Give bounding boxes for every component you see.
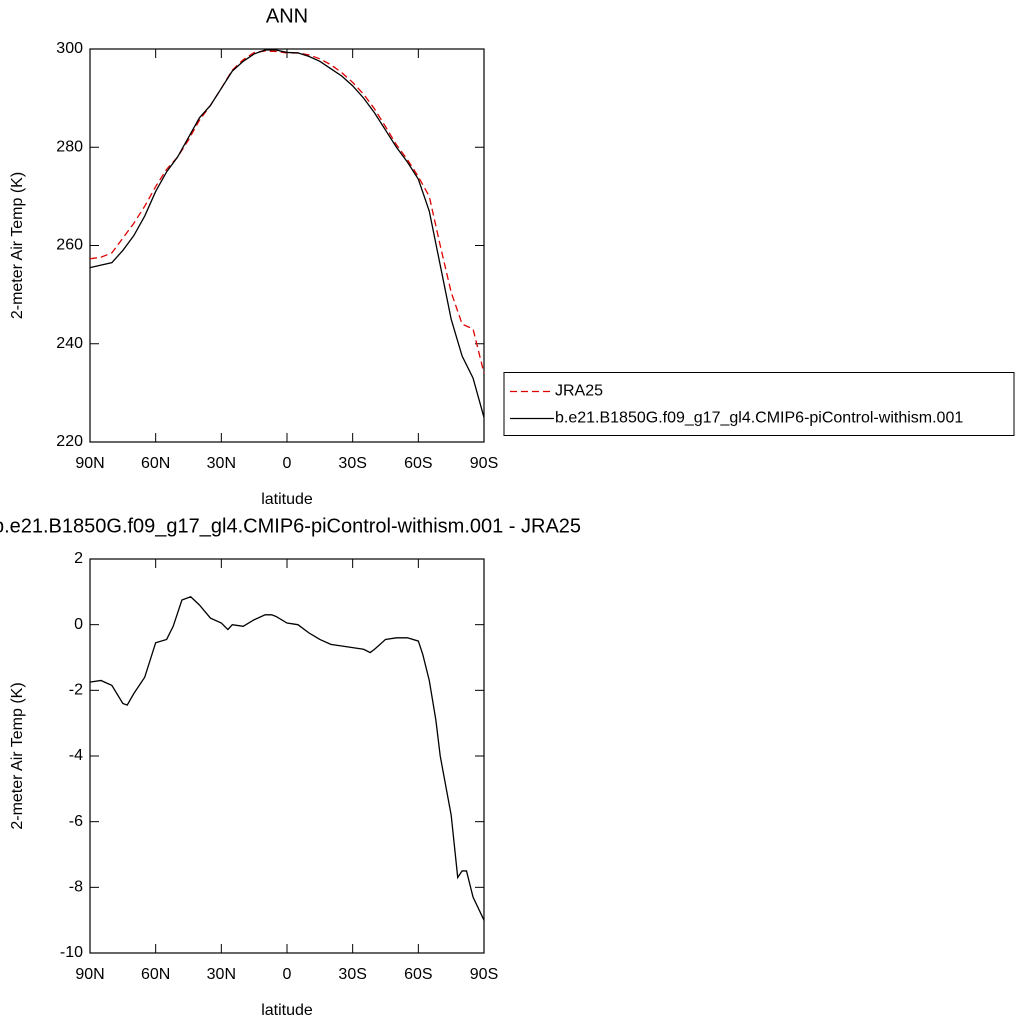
legend-label: JRA25 [555, 383, 603, 400]
x-tick-label: 90S [470, 966, 498, 983]
x-tick-label: 60S [404, 966, 432, 983]
y-tick-label: 240 [56, 335, 83, 352]
y-tick-label: -6 [69, 813, 83, 830]
x-tick-label: 60N [141, 966, 170, 983]
chart-title: b.e21.B1850G.f09_g17_gl4.CMIP6-piControl… [0, 515, 581, 537]
y-tick-label: 260 [56, 237, 83, 254]
x-axis-label: latitude [261, 491, 313, 508]
data-line [89, 596, 485, 921]
y-tick-label: 300 [56, 40, 83, 57]
legend-box [503, 372, 1015, 436]
plot-frame [89, 558, 485, 954]
x-axis-label: latitude [261, 1002, 313, 1019]
x-tick-label: 0 [283, 966, 292, 983]
x-tick-label: 30N [207, 455, 236, 472]
x-tick-label: 30S [338, 966, 366, 983]
legend-label: b.e21.B1850G.f09_g17_gl4.CMIP6-piControl… [555, 410, 963, 427]
x-tick-label: 90S [470, 455, 498, 472]
y-axis-label: 2-meter Air Temp (K) [9, 682, 26, 829]
y-tick-label: -8 [69, 879, 83, 896]
data-line [89, 50, 485, 374]
y-axis-label: 2-meter Air Temp (K) [9, 172, 26, 319]
plot-frame [89, 48, 485, 443]
y-tick-label: -10 [60, 944, 83, 961]
x-tick-label: 90N [75, 455, 104, 472]
y-tick-label: 220 [56, 433, 83, 450]
x-tick-label: 60N [141, 455, 170, 472]
x-tick-label: 60S [404, 455, 432, 472]
y-tick-label: 280 [56, 138, 83, 155]
x-tick-label: 30S [338, 455, 366, 472]
y-tick-label: -2 [69, 682, 83, 699]
x-tick-label: 30N [207, 966, 236, 983]
x-tick-label: 0 [283, 455, 292, 472]
x-tick-label: 90N [75, 966, 104, 983]
y-tick-label: -4 [69, 747, 83, 764]
data-line [89, 49, 485, 418]
chart-title: ANN [266, 5, 308, 27]
y-tick-label: 0 [74, 616, 83, 633]
y-tick-label: 2 [74, 550, 83, 567]
